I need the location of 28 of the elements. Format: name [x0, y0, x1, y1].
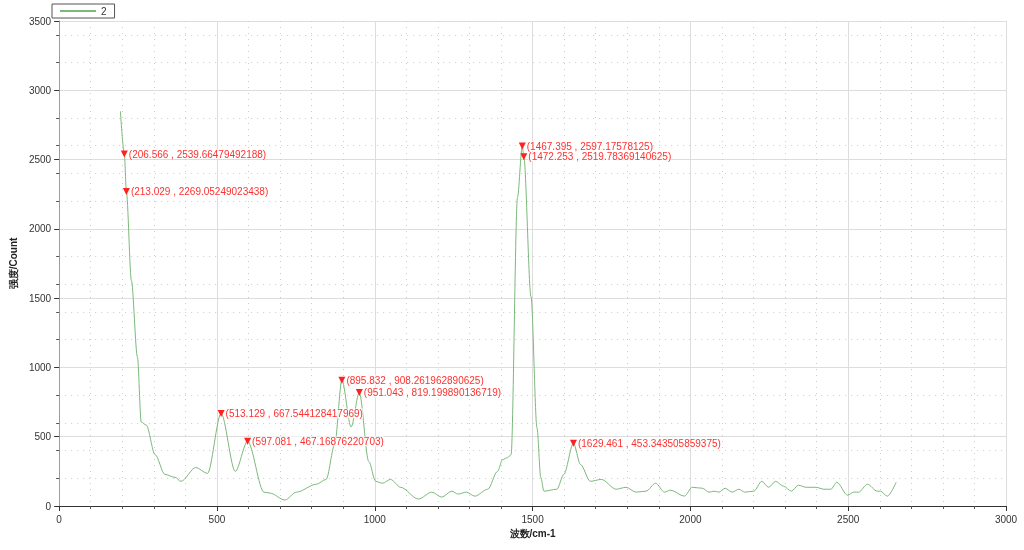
- x-tick-label: 1500: [521, 513, 545, 525]
- y-tick-label: 1000: [28, 361, 52, 373]
- x-tick-label: 2500: [837, 513, 860, 525]
- annotation: (1467.395 , 2597.17578125): [526, 140, 654, 152]
- y-tick-label: 1500: [28, 292, 52, 304]
- y-tick-label: 500: [34, 431, 52, 443]
- annotation: (206.566 , 2539.66479492188): [128, 148, 267, 160]
- annotation: (1472.253 , 2519.78369140625): [528, 151, 672, 163]
- x-tick-label: 0: [56, 513, 63, 525]
- annotation: (213.029 , 2269.05249023438): [130, 186, 269, 198]
- annotation: (1629.461 , 453.343505859375): [577, 437, 721, 449]
- annotation: (597.081 , 467.16876220703): [252, 435, 384, 447]
- x-axis-title: 波数/cm-1: [508, 528, 557, 540]
- x-tick-label: 500: [208, 513, 226, 525]
- y-tick-label: 2000: [28, 223, 52, 235]
- x-tick-label: 1000: [363, 513, 387, 525]
- line-series: [119, 110, 897, 501]
- x-tick-label: 2000: [679, 513, 702, 525]
- legend-label: 2: [101, 5, 107, 17]
- y-tick-label: 3500: [28, 15, 52, 27]
- y-tick-label: 2500: [28, 154, 52, 166]
- y-axis-title: 强度/Count: [7, 237, 19, 290]
- annotation: (951.043 , 819.199890136719): [363, 386, 502, 398]
- annotation: (513.129 , 667.544128417969): [225, 408, 363, 419]
- annotation: (895.832 , 908.261962890625): [346, 374, 484, 386]
- y-tick-label: 0: [45, 500, 52, 512]
- y-tick-label: 3000: [28, 84, 52, 96]
- x-tick-label: 3000: [994, 513, 1018, 525]
